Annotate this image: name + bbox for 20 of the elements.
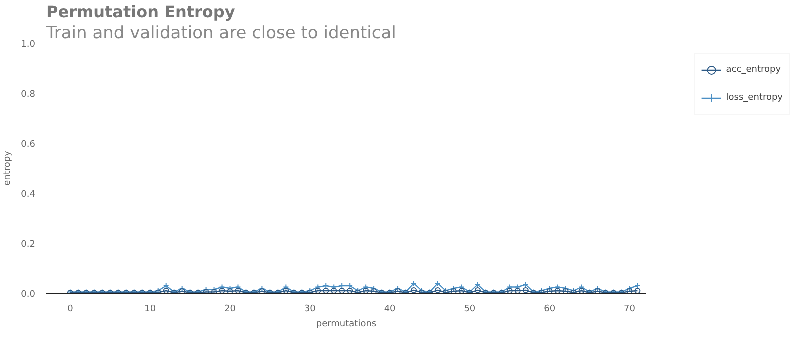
y-tick-label: 0.6 [21,140,36,150]
x-tick-label: 30 [304,304,316,314]
y-tick-label: 0.0 [21,290,36,300]
x-tick-label: 50 [464,304,476,314]
y-tick-label: 0.2 [21,240,36,250]
x-tick-label: 10 [144,304,156,314]
x-tick-label: 70 [624,304,636,314]
x-tick-label: 20 [224,304,236,314]
y-tick-label: 0.4 [21,190,36,200]
legend-label: acc_entropy [726,65,782,75]
x-tick-label: 0 [68,304,74,314]
x-tick-label: 60 [544,304,556,314]
chart-title: Permutation Entropy [46,2,236,22]
x-tick-label: 40 [384,304,396,314]
y-axis-title: entropy [3,150,14,186]
legend-label: loss_entropy [726,93,783,103]
x-axis-title: permutations [316,320,377,330]
chart-subtitle: Train and validation are close to identical [46,24,396,44]
y-tick-label: 1.0 [21,40,36,50]
y-tick-label: 0.8 [21,90,36,100]
